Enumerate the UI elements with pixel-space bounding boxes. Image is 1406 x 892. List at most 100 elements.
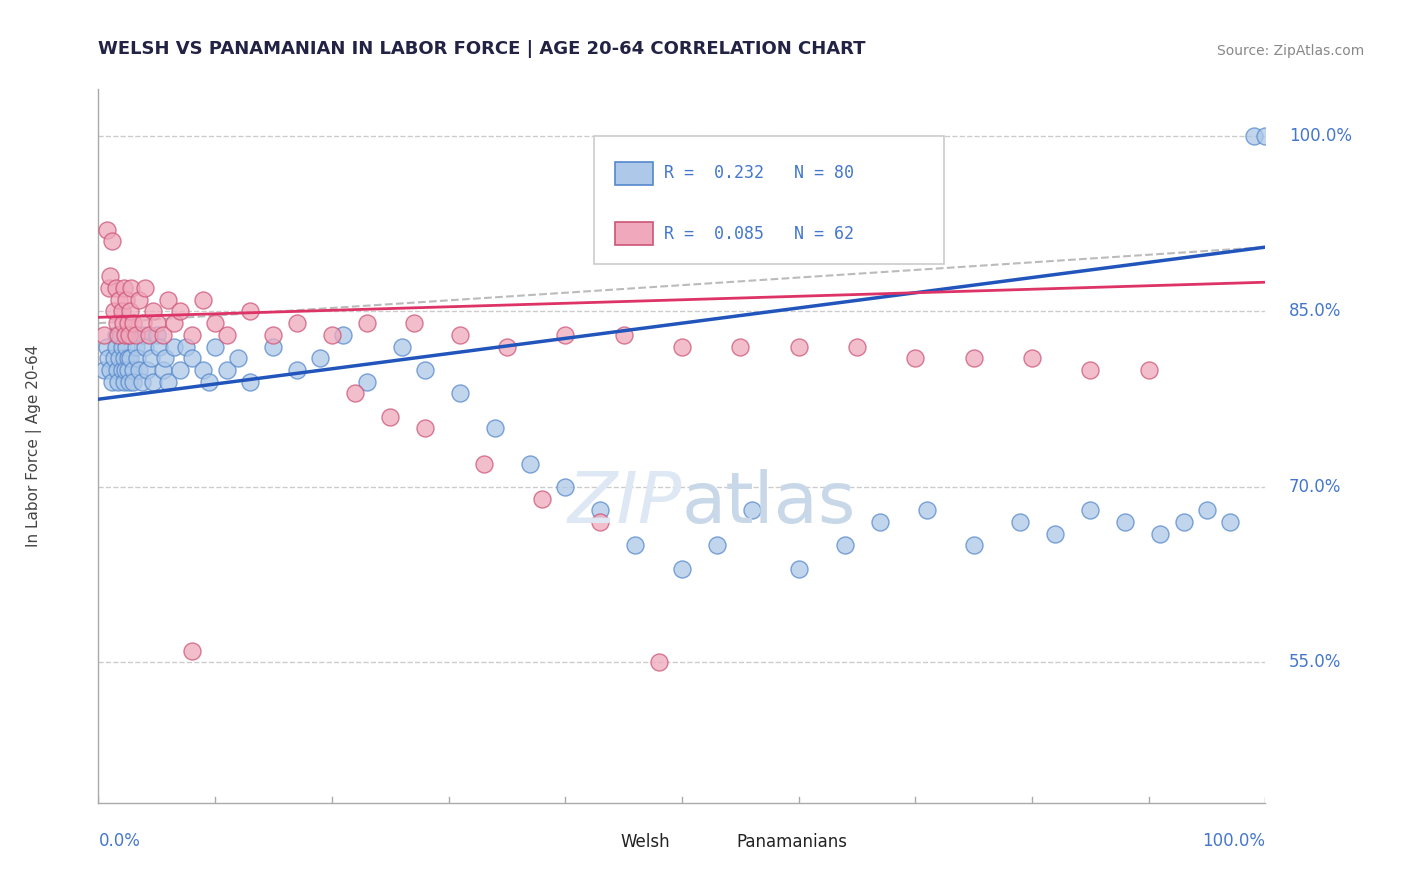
Point <box>1195 503 1218 517</box>
Point <box>239 375 262 389</box>
Point <box>134 340 156 354</box>
Point <box>180 351 202 366</box>
Point <box>647 656 669 670</box>
Point <box>589 515 612 529</box>
Point <box>114 363 136 377</box>
Point <box>332 327 354 342</box>
Point <box>262 327 284 342</box>
Point <box>215 363 238 377</box>
Point <box>118 304 141 318</box>
Point <box>97 351 120 366</box>
FancyBboxPatch shape <box>616 222 652 245</box>
Point <box>118 327 141 342</box>
Point <box>132 316 155 330</box>
Point <box>787 340 810 354</box>
Point <box>131 375 153 389</box>
FancyBboxPatch shape <box>595 136 945 264</box>
Point <box>624 538 647 552</box>
Point <box>1080 363 1102 377</box>
Point <box>101 234 124 248</box>
Point <box>98 363 121 377</box>
Point <box>495 340 517 354</box>
Point <box>413 421 436 435</box>
Point <box>309 351 332 366</box>
Point <box>153 351 176 366</box>
Point <box>962 351 984 366</box>
Point <box>146 327 169 342</box>
Point <box>1080 503 1102 517</box>
Text: 70.0%: 70.0% <box>1289 478 1341 496</box>
Point <box>104 281 127 295</box>
Point <box>285 363 308 377</box>
Point <box>1149 526 1171 541</box>
Text: 100.0%: 100.0% <box>1289 127 1351 145</box>
Point <box>111 363 134 377</box>
Point <box>122 363 145 377</box>
Point <box>96 340 118 354</box>
Point <box>180 644 202 658</box>
Point <box>472 457 495 471</box>
Point <box>706 538 728 552</box>
Point <box>112 281 135 295</box>
Point <box>554 480 576 494</box>
Point <box>108 327 131 342</box>
Point <box>93 363 115 377</box>
Point <box>93 327 115 342</box>
Text: Welsh: Welsh <box>620 833 669 851</box>
Text: 55.0%: 55.0% <box>1289 654 1341 672</box>
Point <box>554 327 576 342</box>
Point <box>115 293 138 307</box>
Point <box>671 340 693 354</box>
Point <box>152 327 174 342</box>
Point <box>107 375 129 389</box>
Point <box>915 503 938 517</box>
Point <box>391 340 413 354</box>
Point <box>163 340 186 354</box>
Point <box>169 363 191 377</box>
Point <box>125 340 148 354</box>
Text: atlas: atlas <box>682 468 856 538</box>
Point <box>107 327 129 342</box>
Text: 100.0%: 100.0% <box>1202 832 1265 850</box>
Point <box>174 340 197 354</box>
Text: Source: ZipAtlas.com: Source: ZipAtlas.com <box>1216 44 1364 58</box>
Point <box>204 340 226 354</box>
Point <box>125 351 148 366</box>
Point <box>103 351 125 366</box>
Point <box>128 363 150 377</box>
Point <box>117 363 139 377</box>
Point <box>262 340 284 354</box>
Text: 85.0%: 85.0% <box>1289 302 1341 320</box>
Point <box>449 327 471 342</box>
Point <box>142 375 165 389</box>
Point <box>103 304 125 318</box>
Point <box>1219 515 1241 529</box>
Point <box>118 375 141 389</box>
Point <box>215 327 238 342</box>
Point <box>1243 128 1265 143</box>
Point <box>146 316 169 330</box>
Point <box>125 327 148 342</box>
Point <box>142 304 165 318</box>
Point <box>193 293 215 307</box>
Point <box>108 351 131 366</box>
Point <box>962 538 984 552</box>
FancyBboxPatch shape <box>616 161 652 185</box>
Point <box>356 316 378 330</box>
Point <box>122 375 145 389</box>
Point <box>1173 515 1195 529</box>
Point <box>97 281 120 295</box>
Point <box>204 316 226 330</box>
Point <box>128 293 150 307</box>
Text: WELSH VS PANAMANIAN IN LABOR FORCE | AGE 20-64 CORRELATION CHART: WELSH VS PANAMANIAN IN LABOR FORCE | AGE… <box>98 40 866 58</box>
Point <box>344 386 367 401</box>
Point <box>730 340 752 354</box>
Point <box>111 304 134 318</box>
Point <box>378 409 402 424</box>
Point <box>1045 526 1067 541</box>
Point <box>117 351 139 366</box>
Point <box>111 316 134 330</box>
Point <box>402 316 425 330</box>
Point <box>1254 128 1277 143</box>
Point <box>152 363 174 377</box>
